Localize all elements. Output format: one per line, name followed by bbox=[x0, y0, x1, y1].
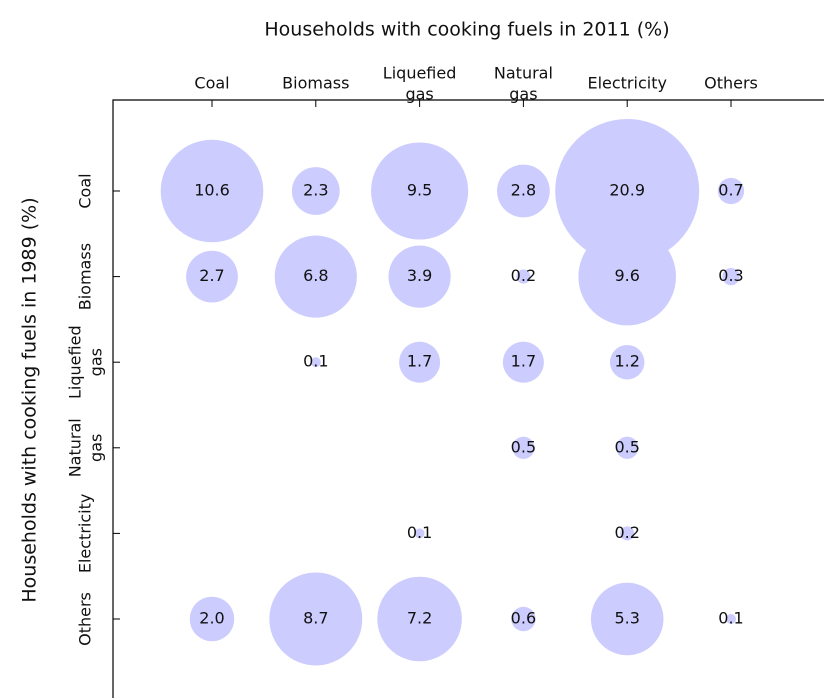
data-label: 0.1 bbox=[407, 523, 432, 542]
data-label: 1.7 bbox=[511, 352, 536, 371]
bubble bbox=[189, 596, 235, 642]
axis-frame bbox=[112, 99, 824, 698]
bubble bbox=[516, 269, 531, 284]
data-label: 6.8 bbox=[303, 266, 328, 285]
data-label: 2.7 bbox=[199, 266, 224, 285]
bubble bbox=[609, 344, 645, 380]
bubble bbox=[371, 142, 469, 240]
data-label: 1.2 bbox=[614, 352, 639, 371]
data-label: 2.3 bbox=[303, 181, 328, 200]
data-label: 0.7 bbox=[718, 181, 743, 200]
data-label: 3.9 bbox=[407, 266, 432, 285]
data-label: 0.5 bbox=[511, 437, 536, 456]
bubble bbox=[310, 357, 321, 368]
data-label: 0.2 bbox=[511, 266, 536, 285]
data-label: 0.6 bbox=[511, 609, 536, 628]
bubble bbox=[399, 341, 441, 383]
y-tick-label: Natural gas bbox=[65, 418, 105, 477]
bubble bbox=[620, 526, 635, 541]
data-label: 0.1 bbox=[303, 352, 328, 371]
bubble bbox=[512, 436, 535, 459]
bubble bbox=[291, 167, 340, 215]
bubble bbox=[186, 250, 238, 303]
bubble bbox=[616, 436, 639, 459]
data-label: 0.3 bbox=[718, 266, 743, 285]
bubble bbox=[160, 139, 264, 243]
data-label: 9.6 bbox=[614, 266, 639, 285]
y-tick-label: Others bbox=[76, 592, 95, 646]
data-label: 5.3 bbox=[614, 609, 639, 628]
y-tick-label: Liquefied gas bbox=[65, 325, 105, 399]
bubble bbox=[269, 572, 363, 666]
bubble bbox=[555, 118, 700, 264]
bubble bbox=[578, 227, 676, 326]
bubble bbox=[511, 606, 536, 632]
bubble bbox=[726, 614, 736, 624]
bubble bbox=[497, 164, 550, 218]
bubble bbox=[722, 267, 740, 286]
data-label: 10.6 bbox=[194, 181, 230, 200]
data-label: 2.0 bbox=[199, 609, 224, 628]
bubble bbox=[717, 177, 745, 205]
bubble bbox=[377, 576, 462, 662]
x-tick-label: Liquefied gas bbox=[383, 63, 457, 103]
x-tick-label: Electricity bbox=[587, 74, 666, 93]
data-label: 0.1 bbox=[718, 609, 743, 628]
data-label: 8.7 bbox=[303, 609, 328, 628]
x-tick-label: Coal bbox=[194, 74, 229, 93]
y-axis-title: Households with cooking fuels in 1989 (%… bbox=[19, 197, 41, 602]
data-label: 20.9 bbox=[609, 181, 645, 200]
bubble bbox=[590, 582, 664, 656]
bubble bbox=[414, 528, 425, 539]
bubble bbox=[274, 235, 357, 318]
bubble bbox=[502, 341, 544, 383]
data-label: 0.2 bbox=[614, 523, 639, 542]
data-label: 1.7 bbox=[407, 352, 432, 371]
x-tick-label: Others bbox=[704, 74, 758, 93]
y-tick-label: Coal bbox=[76, 173, 95, 208]
y-tick-label: Biomass bbox=[76, 243, 95, 310]
data-label: 9.5 bbox=[407, 181, 432, 200]
x-tick-label: Natural gas bbox=[494, 63, 553, 103]
x-tick-label: Biomass bbox=[282, 74, 349, 93]
bubble bbox=[388, 245, 451, 308]
data-label: 7.2 bbox=[407, 609, 432, 628]
chart-title: Households with cooking fuels in 2011 (%… bbox=[264, 19, 669, 41]
data-label: 0.5 bbox=[614, 437, 639, 456]
y-tick-label: Electricity bbox=[76, 494, 95, 573]
data-label: 2.8 bbox=[511, 181, 536, 200]
